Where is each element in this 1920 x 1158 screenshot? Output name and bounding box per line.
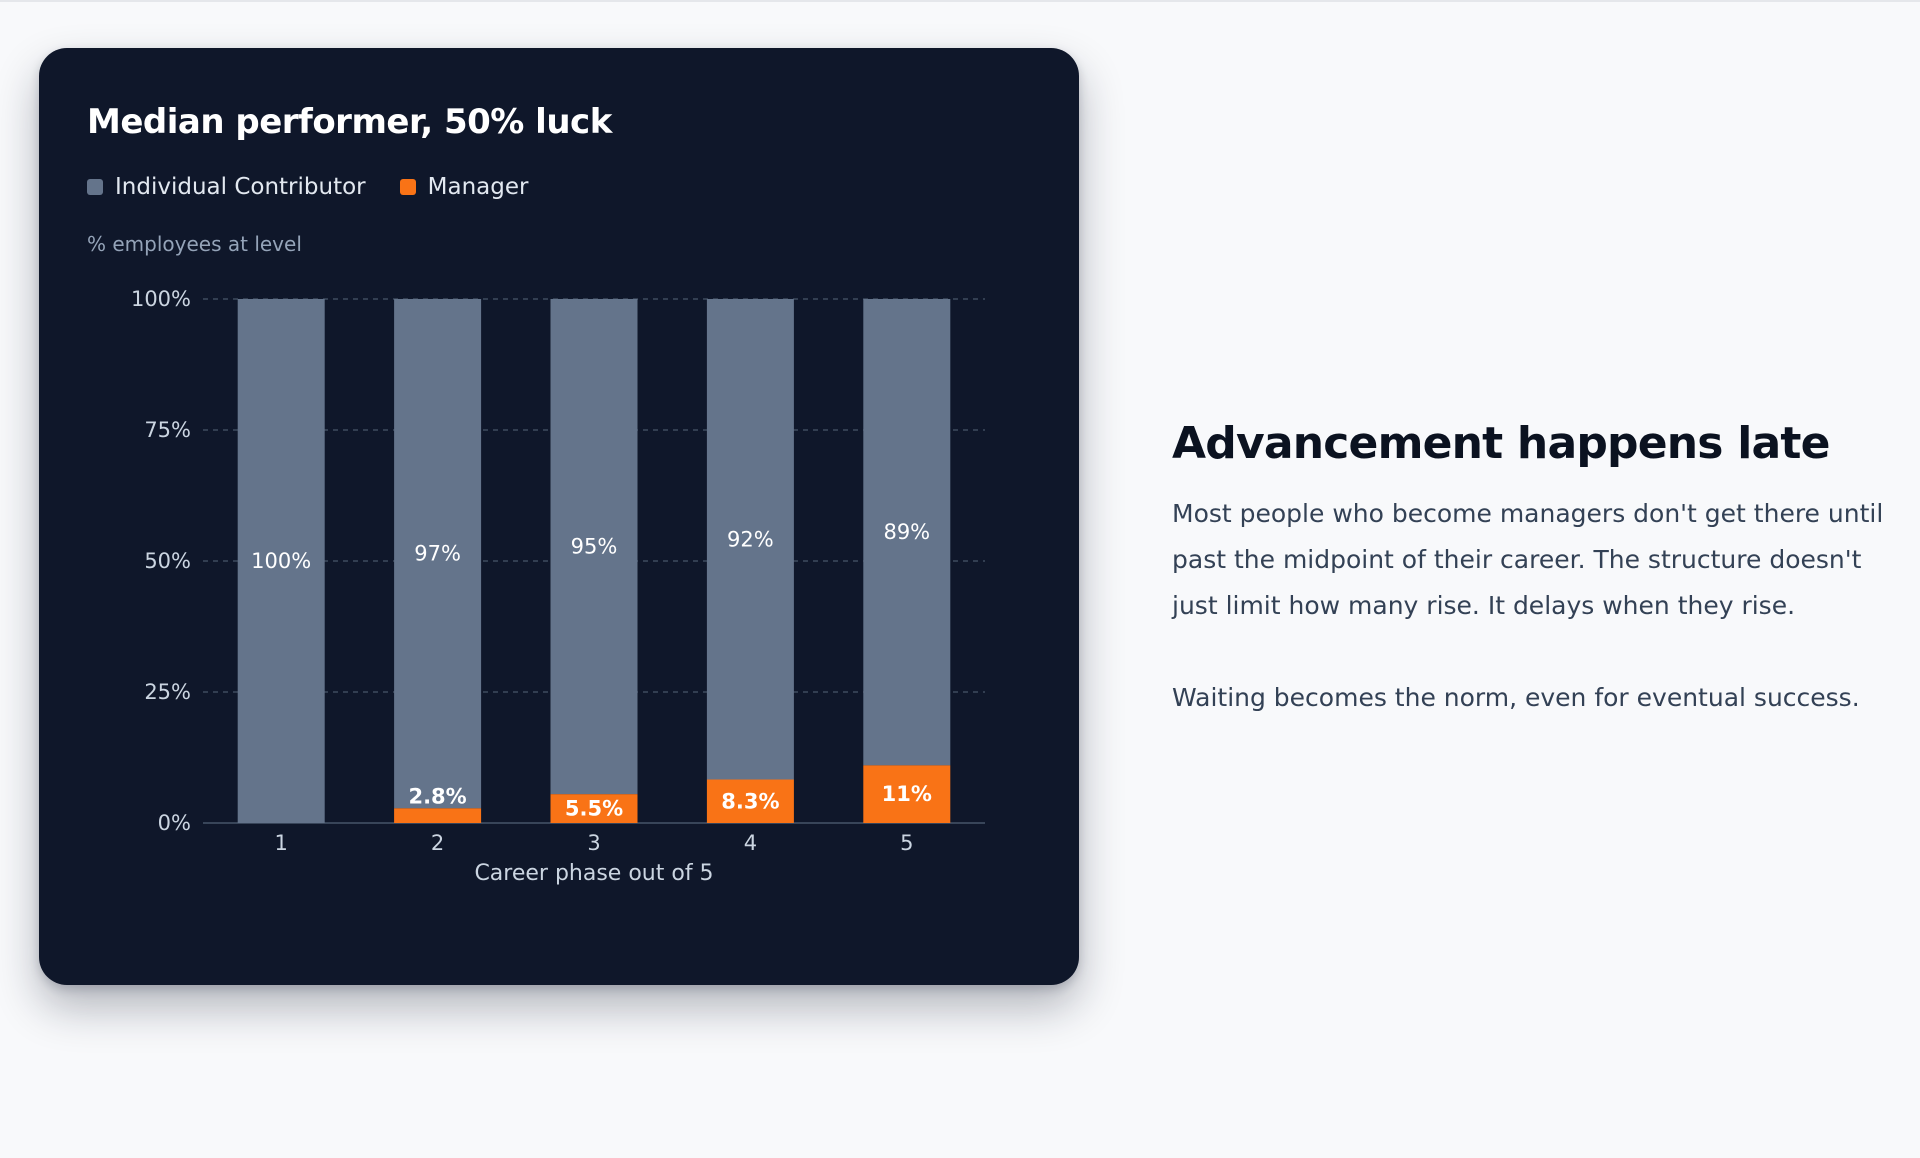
- data-label-manager-3: 5.5%: [565, 797, 623, 821]
- side-paragraph-1: Most people who become managers don't ge…: [1172, 499, 1884, 620]
- legend-item-manager: Manager: [399, 174, 529, 200]
- data-label-individual-contributor-1: 100%: [251, 549, 311, 573]
- side-heading: Advancement happens late: [1172, 418, 1830, 469]
- bar-individual-contributor-3: [550, 299, 638, 795]
- bar-individual-contributor-2: [394, 299, 482, 809]
- y-axis-label: % employees at level: [87, 232, 302, 256]
- legend-swatch-individual-contributor: [87, 179, 103, 195]
- bar-manager-2: [394, 808, 482, 823]
- chart-card: Median performer, 50% luck Individual Co…: [39, 48, 1079, 985]
- data-label-individual-contributor-3: 95%: [571, 535, 618, 559]
- x-tick-label-4: 4: [744, 831, 757, 855]
- data-label-individual-contributor-4: 92%: [727, 527, 774, 551]
- y-tick-label-25: 25%: [144, 680, 191, 704]
- data-label-manager-5: 11%: [882, 782, 932, 806]
- y-tick-label-0: 0%: [158, 811, 191, 835]
- side-panel: Advancement happens late Most people who…: [1172, 418, 1892, 721]
- top-divider: [0, 0, 1920, 2]
- y-tick-label-50: 50%: [144, 549, 191, 573]
- bar-manager-3: [550, 794, 638, 823]
- bar-chart: 0% 25% 50% 75% 100% 100% 1 97% 2.8% 2 95% 5.5% 3 92% 8…: [131, 287, 985, 886]
- side-paragraph-2: Waiting becomes the norm, even for event…: [1172, 683, 1860, 712]
- bar-manager-5: [863, 765, 951, 823]
- legend-label-manager: Manager: [427, 174, 529, 200]
- bar-manager-4: [706, 779, 794, 823]
- data-label-manager-4: 8.3%: [721, 789, 779, 813]
- x-tick-label-1: 1: [275, 831, 288, 855]
- y-tick-label-100: 100%: [131, 287, 191, 311]
- x-tick-label-5: 5: [900, 831, 913, 855]
- x-tick-label-2: 2: [431, 831, 444, 855]
- legend-swatch-manager: [399, 179, 416, 195]
- bar-individual-contributor-5: [863, 299, 951, 766]
- legend-item-individual-contributor: Individual Contributor: [87, 174, 366, 200]
- data-label-individual-contributor-2: 97%: [414, 542, 461, 566]
- y-tick-label-75: 75%: [144, 418, 191, 442]
- x-axis-label: Career phase out of 5: [474, 861, 713, 886]
- chart-legend: Individual Contributor Manager: [87, 174, 562, 200]
- x-tick-label-3: 3: [587, 831, 600, 855]
- legend-label-individual-contributor: Individual Contributor: [115, 174, 366, 200]
- bar-individual-contributor-4: [706, 299, 794, 780]
- bar-individual-contributor-1: [237, 299, 325, 823]
- data-label-individual-contributor-5: 89%: [883, 520, 930, 544]
- data-label-manager-2: 2.8%: [408, 784, 466, 808]
- chart-title: Median performer, 50% luck: [87, 102, 612, 142]
